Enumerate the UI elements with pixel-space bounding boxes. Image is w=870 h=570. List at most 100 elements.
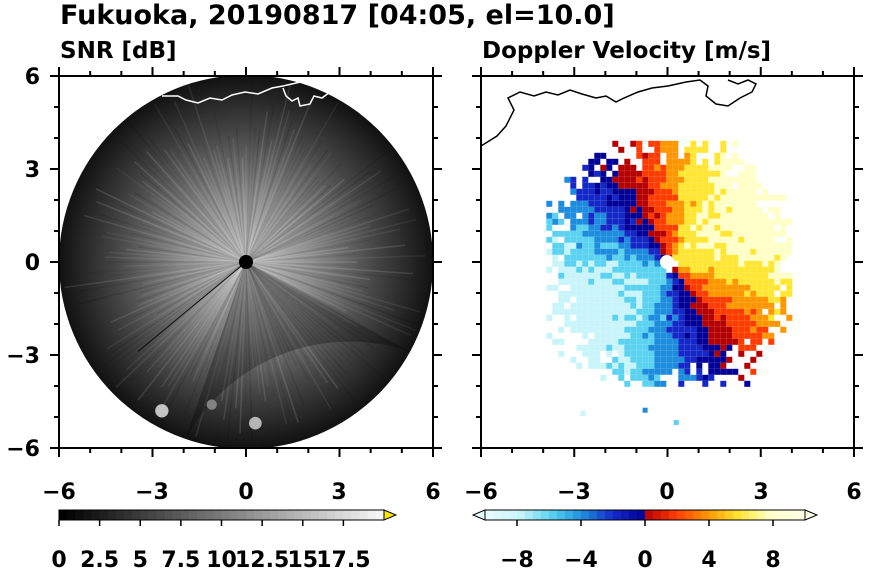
doppler-cell [600,290,607,297]
doppler-cell [612,344,619,351]
doppler-cell [636,224,643,231]
snr-texture-streak [223,261,247,421]
doppler-cell [678,272,685,279]
snr-texture-streak [156,261,247,368]
doppler-cell [582,332,589,339]
doppler-cell [738,188,745,195]
doppler-cell [750,332,757,339]
doppler-cell [660,326,667,333]
right-xtick-label: −3 [557,480,591,505]
doppler-cell [576,236,583,243]
snr-texture-streak [245,261,291,416]
doppler-cell [612,140,619,147]
snr-texture-streak [101,235,247,263]
doppler-cell [774,296,781,303]
doppler-cell [708,224,715,231]
doppler-cell [654,170,661,177]
doppler-cell [726,368,733,375]
doppler-cell [648,188,655,195]
snr-texture-streak [245,261,360,283]
doppler-cell [582,344,589,351]
doppler-cell [654,278,661,285]
doppler-cell [684,158,691,165]
doppler-cell [714,362,721,369]
doppler-cell [630,254,637,261]
doppler-cell [720,254,727,261]
doppler-colorbar-cell [693,510,702,520]
snr-colorbar-cell [91,510,101,520]
doppler-cell [582,314,589,321]
doppler-cell [714,344,721,351]
doppler-cell [690,260,697,267]
doppler-cell [702,350,709,357]
doppler-cell [600,248,607,255]
doppler-cell [648,290,655,297]
doppler-cell [636,326,643,333]
doppler-cell [552,254,559,261]
doppler-cell [678,344,685,351]
doppler-cell [726,206,733,213]
doppler-cell [558,272,565,279]
doppler-colorbar-cell [725,510,734,520]
doppler-cell [648,242,655,249]
doppler-cell [642,380,649,387]
doppler-cell [744,176,751,183]
doppler-cell [774,320,781,327]
doppler-cell [726,320,733,327]
doppler-cell [762,326,769,333]
doppler-cell [702,170,709,177]
doppler-cell [726,272,733,279]
doppler-cell [654,350,661,357]
snr-colorbar-cell [245,510,255,520]
doppler-cell [660,200,667,207]
doppler-cell [768,284,775,291]
doppler-cell [696,326,703,333]
doppler-cell [582,176,589,183]
doppler-cell [612,338,619,345]
doppler-cell [558,230,565,237]
doppler-cell [726,308,733,315]
doppler-cell [588,296,595,303]
doppler-cell [624,224,631,231]
doppler-cell [624,332,631,339]
doppler-cell [738,338,745,345]
doppler-cell [672,290,679,297]
doppler-cell [714,194,721,201]
doppler-cell [690,356,697,363]
doppler-cell [672,314,679,321]
doppler-cell [744,224,751,231]
doppler-cell [690,296,697,303]
doppler-cell [684,320,691,327]
snr-texture-streak [245,261,357,403]
doppler-cell [546,236,553,243]
figure-title: Fukuoka, 20190817 [04:05, el=10.0] [60,0,615,31]
doppler-cell [630,302,637,309]
doppler-cell [684,296,691,303]
doppler-cell [768,290,775,297]
doppler-colorbar-cell [549,510,558,520]
doppler-cell [726,296,733,303]
doppler-cell [732,188,739,195]
doppler-cell [678,302,685,309]
doppler-cell [588,170,595,177]
doppler-cell [606,350,613,357]
doppler-cell [744,302,751,309]
doppler-colorbar-cell [485,510,494,520]
snr-colorbar-extend-max [383,509,398,521]
doppler-cell [672,248,679,255]
doppler-cell [630,356,637,363]
doppler-cell [684,350,691,357]
snr-texture-streak [78,261,247,293]
doppler-cell [630,326,637,333]
snr-texture-streak [115,261,247,389]
doppler-cell [600,152,607,159]
doppler-cell [564,278,571,285]
doppler-colorbar-cell [493,510,502,520]
doppler-cell [600,224,607,231]
doppler-cell [702,284,709,291]
snr-colorbar-cell [59,510,68,520]
snr-texture-streak [216,145,247,263]
doppler-cell [756,248,763,255]
left-xtick-label: 3 [331,480,346,505]
doppler-cell [708,374,715,381]
